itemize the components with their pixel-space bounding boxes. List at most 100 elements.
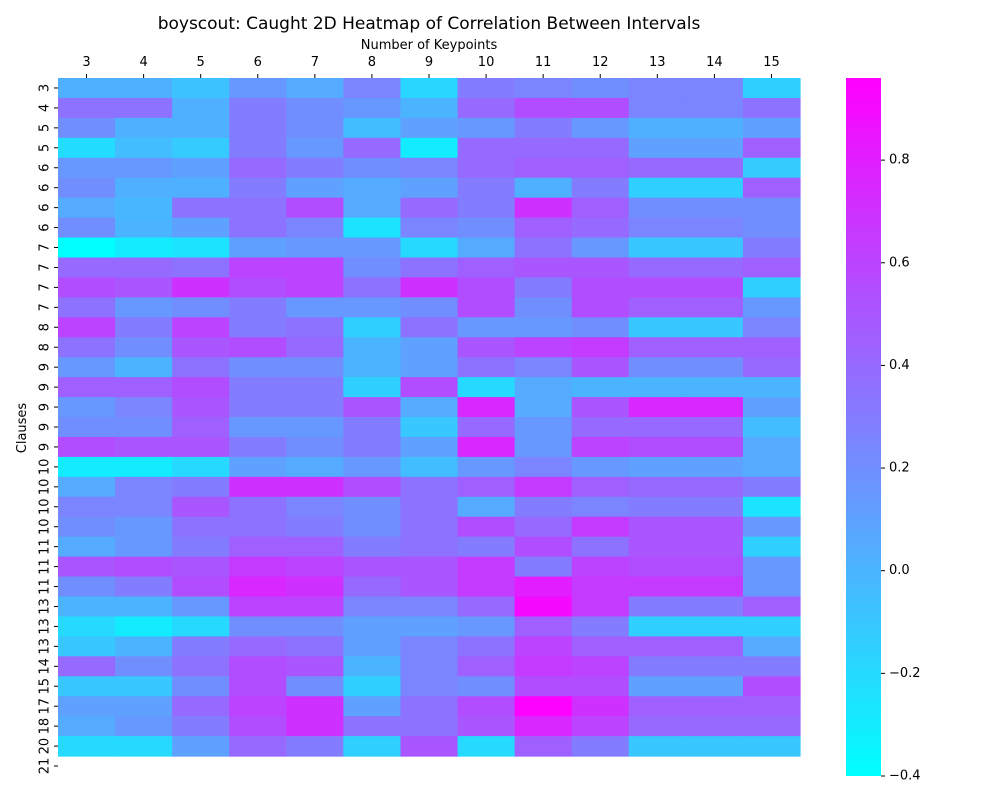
heatmap-cell (571, 377, 630, 398)
heatmap-cell (229, 496, 287, 518)
heatmap-cell (172, 496, 230, 518)
heatmap-cell (742, 656, 801, 677)
heatmap-cell (172, 377, 230, 398)
heatmap-cell (172, 117, 230, 139)
y-axis-label: Clauses (15, 403, 30, 454)
heatmap-cell (514, 656, 573, 677)
heatmap-cell (742, 716, 801, 737)
heatmap-cell (685, 516, 744, 538)
heatmap-cell (58, 237, 116, 259)
heatmap-cell (628, 456, 687, 478)
heatmap-cell (742, 576, 801, 598)
heatmap-cell (400, 436, 459, 458)
heatmap-cell (742, 736, 801, 757)
heatmap-cell (400, 496, 459, 518)
heatmap-cell (172, 696, 230, 717)
heatmap-cell (628, 636, 687, 657)
heatmap-cell (514, 78, 573, 99)
heatmap-cell (400, 78, 459, 99)
heatmap-cell (172, 576, 230, 598)
heatmap-cell (400, 456, 459, 478)
heatmap-cell (457, 616, 516, 637)
heatmap-cell (229, 716, 287, 737)
heatmap-cell (58, 78, 116, 99)
heatmap-cell (58, 417, 116, 438)
heatmap-cell (58, 277, 116, 298)
heatmap-cell (571, 436, 630, 458)
heatmap-cell (229, 556, 287, 578)
heatmap-cell (343, 536, 402, 558)
heatmap-cell (343, 257, 402, 279)
heatmap-cell (400, 137, 459, 159)
y-tick-label: 6 (38, 223, 53, 231)
heatmap-cell (58, 297, 116, 318)
heatmap-cell (514, 117, 573, 139)
heatmap-cell (400, 177, 459, 199)
heatmap-cell (58, 676, 116, 697)
heatmap-cell (571, 596, 630, 618)
heatmap-cell (685, 656, 744, 677)
heatmap-cell (343, 436, 402, 458)
heatmap-cell (571, 536, 630, 558)
heatmap-cell (571, 97, 630, 119)
heatmap-cell (685, 217, 744, 239)
heatmap-cell (58, 696, 116, 717)
heatmap-cell (685, 556, 744, 578)
heatmap-cell (571, 277, 630, 298)
heatmap-cell (172, 616, 230, 637)
y-tick-label: 9 (38, 423, 53, 431)
y-tick-label: 20 (37, 738, 52, 755)
heatmap-cell (229, 576, 287, 598)
y-tick-label: 17 (38, 698, 53, 715)
x-tick-label: 8 (368, 55, 376, 70)
heatmap-cell (343, 177, 402, 199)
heatmap-cell (172, 237, 230, 259)
heatmap-cell (514, 377, 573, 398)
heatmap-cell (400, 297, 459, 318)
heatmap-cell (685, 197, 744, 219)
y-tick-label: 10 (38, 518, 53, 535)
heatmap-cell (229, 596, 287, 618)
heatmap-cell (400, 97, 459, 119)
heatmap-cell (400, 576, 459, 598)
heatmap-cell (685, 696, 744, 717)
heatmap-cell (457, 377, 516, 398)
y-tick-label: 7 (38, 243, 53, 251)
heatmap-cell (742, 456, 801, 478)
heatmap-cell (571, 696, 630, 717)
heatmap-cell (58, 456, 116, 478)
heatmap-cell (343, 117, 402, 139)
heatmap-cell (343, 197, 402, 219)
heatmap-cell (457, 496, 516, 518)
heatmap-cell (286, 197, 344, 219)
heatmap-cell (628, 117, 687, 139)
heatmap-cell (628, 257, 687, 279)
heatmap-cell (115, 736, 173, 757)
heatmap-cell (343, 636, 402, 657)
heatmap-cell (400, 736, 459, 757)
heatmap-cell (172, 257, 230, 279)
heatmap-cell (514, 636, 573, 657)
heatmap-cell (742, 137, 801, 159)
heatmap-cell (685, 78, 744, 99)
heatmap-cell (514, 277, 573, 298)
heatmap-cell (628, 676, 687, 697)
heatmap-cell (229, 177, 287, 199)
heatmap-cell (115, 277, 173, 298)
heatmap-cell (514, 257, 573, 279)
heatmap-cell (742, 696, 801, 717)
heatmap-cell (286, 357, 344, 378)
heatmap-cell (628, 716, 687, 737)
x-tick-label: 15 (763, 55, 780, 70)
heatmap-cell (343, 476, 402, 498)
x-tick-labels: 3 4 5 6 7 8 9 10 11 12 13 14 15 (82, 55, 780, 78)
heatmap-cell (58, 636, 116, 657)
y-tick-label: 9 (38, 383, 53, 391)
heatmap-cell (742, 516, 801, 538)
heatmap-cell (742, 377, 801, 398)
heatmap-cell (457, 257, 516, 279)
heatmap-cell (286, 636, 344, 657)
y-tick-label: 5 (37, 124, 52, 132)
heatmap-cell (628, 237, 687, 259)
heatmap-cell (742, 357, 801, 378)
